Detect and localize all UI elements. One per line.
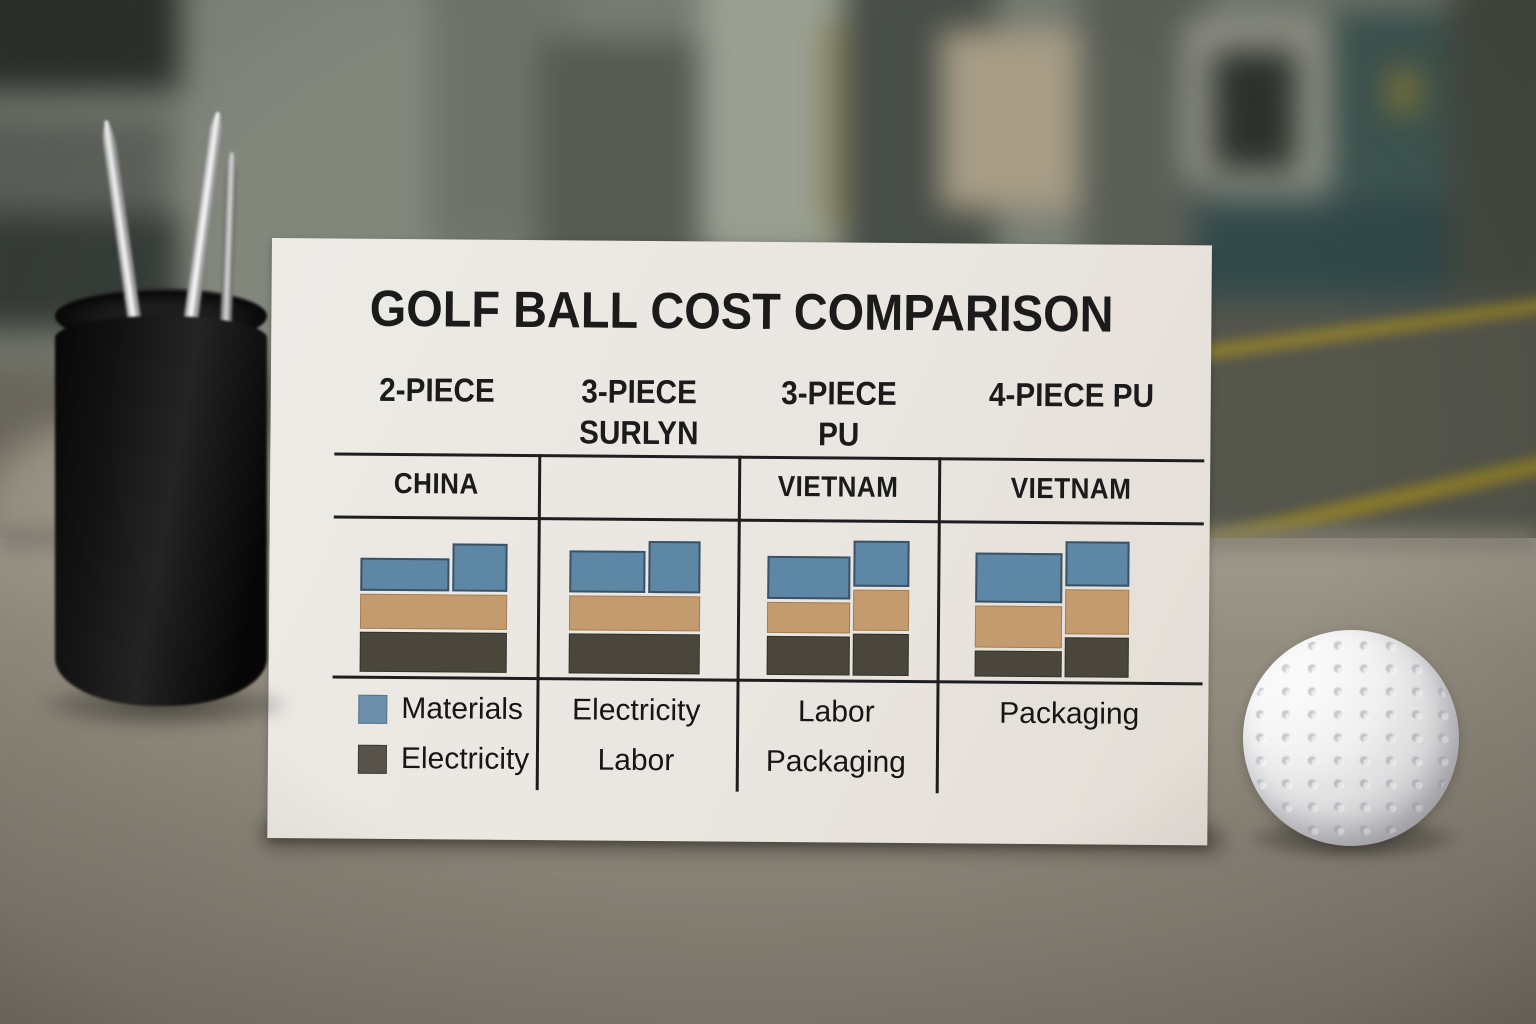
country-label: VIETNAM xyxy=(777,470,899,504)
card-title: GOLF BALL COST COMPARISON xyxy=(271,278,1211,344)
header-line: 3-PIECE xyxy=(580,372,697,411)
bar-segment-materials xyxy=(452,543,508,592)
bar-segment-materials xyxy=(975,552,1063,604)
cost-comparison-card: GOLF BALL COST COMPARISON 2-PIECE CHINA Ma… xyxy=(267,238,1212,846)
country-cell-col2 xyxy=(538,454,738,519)
stacked-bar-chart-3-piece-pu xyxy=(766,522,910,677)
bar-segment-materials xyxy=(853,540,910,588)
legend-item: Electricity xyxy=(540,687,732,735)
bar-segment-electricity xyxy=(1064,637,1129,678)
card-title-text: GOLF BALL COST COMPARISON xyxy=(369,279,1114,343)
legend-item: Materials xyxy=(336,686,532,734)
bar-segment-electricity xyxy=(568,633,700,675)
pen-cup xyxy=(55,316,267,706)
golf-ball-dimples xyxy=(1247,634,1455,842)
column-header-3-piece-pu: 3-PIECE PU xyxy=(738,372,939,458)
stacked-bar-chart-3-piece-surlyn xyxy=(568,520,701,675)
column-header-text: 3-PIECE PU xyxy=(781,372,897,455)
machine-blob xyxy=(940,30,1080,210)
country-label: VIETNAM xyxy=(1010,472,1132,506)
bar-segment-materials xyxy=(648,540,701,594)
column-header-2-piece: 2-PIECE xyxy=(334,368,539,454)
legend-label: Labor xyxy=(797,695,875,729)
column-header-text: 4-PIECE PU xyxy=(989,374,1154,416)
legend-swatch-blue xyxy=(358,694,388,724)
bar-segment-middle xyxy=(568,595,701,632)
legend-label: Materials xyxy=(401,692,524,726)
bar-segment-materials xyxy=(360,557,450,592)
machine-blob xyxy=(0,0,210,90)
country-cell-vietnam: VIETNAM xyxy=(938,457,1204,522)
column-header-4-piece-pu: 4-PIECE PU xyxy=(938,373,1205,459)
bar-segment-middle xyxy=(359,593,508,630)
header-line: PU xyxy=(817,415,860,453)
legend-label: Electricity xyxy=(400,742,530,777)
country-cell-china: CHINA xyxy=(334,452,538,517)
legend-cell-1: Materials Electricity xyxy=(336,686,533,792)
country-cell-vietnam: VIETNAM xyxy=(738,456,938,521)
legend-swatch-dark xyxy=(357,744,388,774)
header-line: 3-PIECE xyxy=(780,374,897,412)
bar-segment-middle xyxy=(974,605,1063,649)
bar-segment-electricity xyxy=(359,631,507,673)
bar-segment-materials xyxy=(1065,541,1130,587)
machine-window xyxy=(1212,50,1297,170)
column-header-3-piece-surlyn: 3-PIECE SURLYN xyxy=(538,370,739,456)
legend-cell-4: Packaging xyxy=(940,690,1199,796)
golf-ball xyxy=(1243,630,1459,846)
bar-segment-electricity xyxy=(766,635,850,676)
bar-segment-materials xyxy=(767,555,851,600)
header-line: 2-PIECE xyxy=(378,370,495,409)
column-header-text: 2-PIECE xyxy=(379,369,495,411)
bar-segment-middle xyxy=(852,589,910,632)
yellow-floor-stripe xyxy=(1180,294,1536,364)
bar-segment-middle xyxy=(1064,589,1130,635)
country-label: CHINA xyxy=(393,467,479,501)
stacked-bar-chart-4-piece-pu xyxy=(974,524,1130,678)
legend-item: Packaging xyxy=(740,739,932,787)
legend-item: Electricity xyxy=(336,736,532,784)
yellow-hose xyxy=(826,20,840,230)
legend-cell-2: Electricity Labor xyxy=(540,687,733,793)
legend-item: Labor xyxy=(740,689,932,737)
yellow-detail xyxy=(1390,70,1418,112)
machine-blob xyxy=(0,120,170,220)
legend-item: Packaging xyxy=(940,690,1198,738)
bar-segment-electricity xyxy=(852,633,909,677)
legend-label: Packaging xyxy=(765,744,907,779)
column-header-text: 3-PIECE SURLYN xyxy=(579,370,699,453)
legend-item: Labor xyxy=(540,737,732,785)
machine-blob xyxy=(700,0,850,250)
legend-label: Packaging xyxy=(999,696,1140,731)
legend-label: Electricity xyxy=(571,693,701,728)
header-line: SURLYN xyxy=(578,413,699,452)
header-line: 4-PIECE PU xyxy=(989,375,1155,414)
stacked-bar-chart-2-piece xyxy=(359,519,508,673)
legend-cell-3: Labor Packaging xyxy=(740,689,933,795)
bar-segment-electricity xyxy=(974,650,1062,678)
bar-segment-materials xyxy=(569,550,646,593)
bar-segment-middle xyxy=(766,601,851,634)
legend-label: Labor xyxy=(597,743,675,778)
